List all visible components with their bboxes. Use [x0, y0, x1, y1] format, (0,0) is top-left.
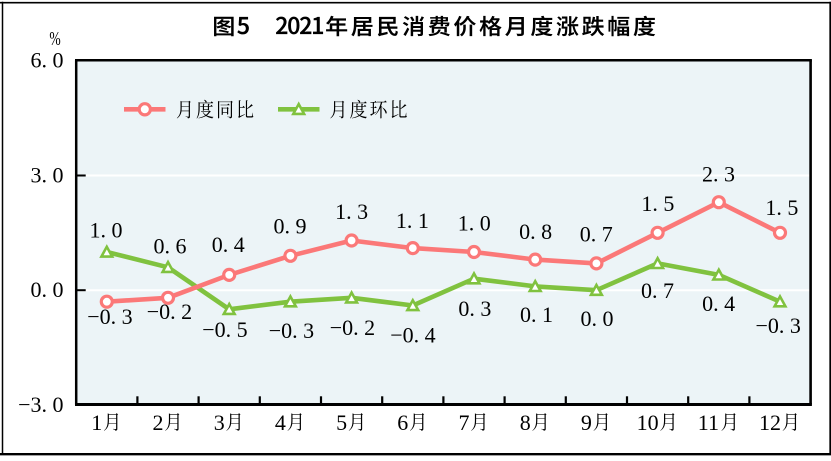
- svg-text:0. 0: 0. 0: [581, 306, 614, 331]
- svg-text:4: 4: [275, 410, 286, 435]
- svg-text:2. 3: 2. 3: [702, 162, 735, 187]
- svg-text:0. 8: 0. 8: [519, 219, 552, 244]
- svg-text:−0. 3: −0. 3: [269, 318, 314, 343]
- svg-text:−0. 2: −0. 2: [330, 315, 375, 340]
- svg-text:%: %: [49, 27, 60, 49]
- svg-text:−0. 4: −0. 4: [390, 322, 435, 347]
- svg-text:1. 3: 1. 3: [335, 199, 368, 224]
- svg-text:0. 7: 0. 7: [580, 221, 613, 246]
- svg-text:11: 11: [698, 410, 719, 435]
- svg-text:−0. 3: −0. 3: [755, 313, 800, 338]
- svg-text:3. 0: 3. 0: [31, 162, 64, 187]
- svg-text:−0. 3: −0. 3: [87, 304, 132, 329]
- svg-text:0. 6: 0. 6: [154, 234, 187, 259]
- svg-text:6. 0: 6. 0: [31, 48, 64, 73]
- svg-text:−0. 5: −0. 5: [202, 317, 247, 342]
- svg-text:7: 7: [459, 410, 470, 435]
- svg-text:5: 5: [336, 410, 347, 435]
- svg-text:1. 5: 1. 5: [641, 191, 674, 216]
- svg-text:6: 6: [397, 410, 408, 435]
- svg-text:10: 10: [637, 410, 659, 435]
- svg-text:1. 1: 1. 1: [396, 208, 429, 233]
- svg-text:0. 4: 0. 4: [702, 291, 735, 316]
- svg-text:3: 3: [214, 410, 225, 435]
- svg-text:0. 4: 0. 4: [212, 232, 245, 257]
- svg-text:1. 0: 1. 0: [90, 218, 123, 243]
- svg-text:12: 12: [759, 410, 781, 435]
- svg-text:1. 5: 1. 5: [765, 195, 798, 220]
- svg-text:1: 1: [91, 410, 102, 435]
- svg-text:0. 1: 0. 1: [520, 302, 553, 327]
- svg-text:0. 9: 0. 9: [274, 214, 307, 239]
- svg-text:0. 0: 0. 0: [31, 277, 64, 302]
- svg-text:8: 8: [520, 410, 531, 435]
- svg-text:9: 9: [581, 410, 592, 435]
- svg-text:0. 3: 0. 3: [458, 296, 491, 321]
- svg-text:0. 7: 0. 7: [641, 278, 674, 303]
- svg-text:1. 0: 1. 0: [458, 211, 491, 236]
- svg-text:2: 2: [153, 410, 164, 435]
- svg-text:−3. 0: −3. 0: [18, 392, 63, 417]
- svg-text:−0. 2: −0. 2: [147, 299, 192, 324]
